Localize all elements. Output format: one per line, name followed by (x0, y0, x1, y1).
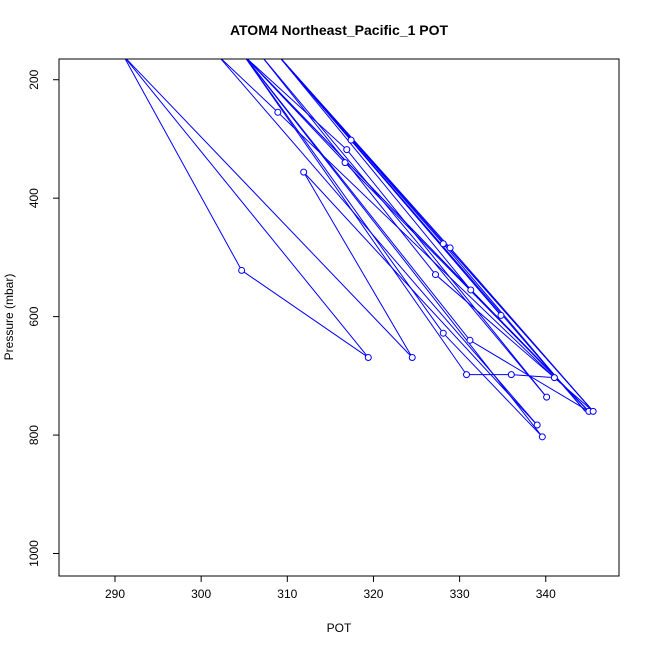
data-point (439, 240, 447, 248)
data-point (274, 108, 282, 116)
series-line-segment (220, 59, 279, 113)
data-point (497, 311, 505, 319)
data-point (408, 353, 416, 361)
data-point (431, 271, 439, 279)
data-point (439, 329, 447, 337)
series-lines (124, 59, 594, 438)
data-point (446, 244, 454, 252)
series-line-segment (220, 59, 538, 426)
series-line-segment (263, 59, 548, 398)
series-line-segment (125, 59, 369, 358)
y-axis-label: Pressure (mbar) (2, 274, 16, 361)
plot-area (124, 59, 597, 441)
data-point (467, 286, 475, 294)
y-tick-label: 200 (27, 69, 41, 89)
series-line-segment (442, 332, 543, 438)
data-point (463, 371, 471, 379)
series-line-segment (280, 59, 472, 291)
y-tick-label: 1000 (27, 540, 41, 567)
series-line-segment (246, 59, 348, 150)
data-point (466, 336, 474, 344)
x-axis-label: POT (327, 621, 352, 635)
series-line-segment (241, 270, 369, 358)
data-point (538, 433, 546, 441)
series-line-segment (280, 59, 594, 412)
data-point (543, 393, 551, 401)
series-line-segment (263, 59, 436, 275)
series-line-segment (245, 59, 471, 341)
data-point (550, 374, 558, 382)
series-line-segment (303, 171, 538, 426)
data-point (347, 136, 355, 144)
series-line-segment (303, 171, 413, 358)
data-point (589, 407, 597, 415)
data-point (300, 168, 308, 176)
series-line-segment (125, 59, 413, 358)
plot-frame (58, 58, 620, 577)
data-point (507, 371, 515, 379)
series-line-segment (245, 59, 467, 375)
y-axis: 200 400 600 800 1000 (27, 69, 60, 567)
series-line-segment (245, 59, 543, 438)
series-line-segment (246, 59, 590, 412)
chart-title: ATOM4 Northeast_Pacific_1 POT (230, 22, 449, 38)
data-point (341, 159, 349, 167)
data-point (343, 146, 351, 154)
x-tick-label: 330 (450, 587, 470, 601)
series-line-segment (346, 149, 548, 398)
data-point (364, 353, 372, 361)
y-tick-label: 400 (27, 188, 41, 208)
x-tick-label: 320 (363, 587, 383, 601)
series-line-segment (245, 59, 444, 334)
x-tick-label: 300 (191, 587, 211, 601)
data-point (533, 421, 541, 429)
series-markers (238, 108, 597, 441)
series-line-segment (469, 339, 590, 412)
series-line-segment (511, 374, 555, 379)
y-tick-label: 600 (27, 306, 41, 326)
x-tick-label: 290 (105, 587, 125, 601)
data-point (238, 266, 246, 274)
x-tick-label: 340 (536, 587, 556, 601)
x-tick-label: 310 (277, 587, 297, 601)
series-line-segment (280, 59, 502, 316)
x-axis: 290 300 310 320 330 340 (105, 575, 556, 601)
series-line-segment (124, 59, 243, 271)
y-tick-label: 800 (27, 425, 41, 445)
